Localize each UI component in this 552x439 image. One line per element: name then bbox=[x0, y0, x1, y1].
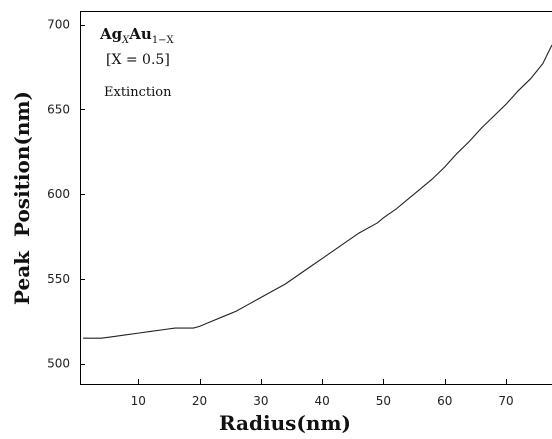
x-tick-label: 10 bbox=[131, 394, 146, 408]
y-tick-label: 700 bbox=[47, 18, 70, 32]
y-tick-label: 650 bbox=[47, 102, 70, 116]
x-tick-label: 70 bbox=[498, 394, 513, 408]
x-axis-title: Radius(nm) bbox=[219, 411, 351, 435]
x-tick-label: 40 bbox=[314, 394, 329, 408]
x-tick-label: 20 bbox=[192, 394, 207, 408]
plot-frame bbox=[80, 11, 552, 385]
x-axis-ticks: 10 20 30 40 50 60 70 bbox=[131, 379, 514, 408]
material-label: AgXAu1−X bbox=[99, 25, 175, 46]
material-subscript-1-x: 1−X bbox=[152, 35, 175, 46]
y-axis-ticks: 500 550 600 650 700 bbox=[47, 18, 85, 371]
y-tick-label: 550 bbox=[47, 272, 70, 286]
y-tick-label: 500 bbox=[47, 357, 70, 371]
material-base: Ag bbox=[99, 25, 123, 43]
y-tick-label: 600 bbox=[47, 187, 70, 201]
composition-label: [X = 0.5] bbox=[106, 52, 170, 68]
mode-label: Extinction bbox=[104, 85, 172, 100]
material-mid: Au bbox=[128, 25, 152, 43]
x-tick-label: 60 bbox=[437, 394, 452, 408]
plot-area: 10 20 30 40 50 60 70 500 550 600 650 700 bbox=[47, 11, 552, 408]
x-tick-label: 30 bbox=[253, 394, 268, 408]
material-subscript-x: X bbox=[121, 35, 130, 46]
x-tick-label: 50 bbox=[376, 394, 391, 408]
peak-position-line bbox=[83, 44, 552, 339]
y-axis-title: Peak Position(nm) bbox=[10, 91, 34, 305]
